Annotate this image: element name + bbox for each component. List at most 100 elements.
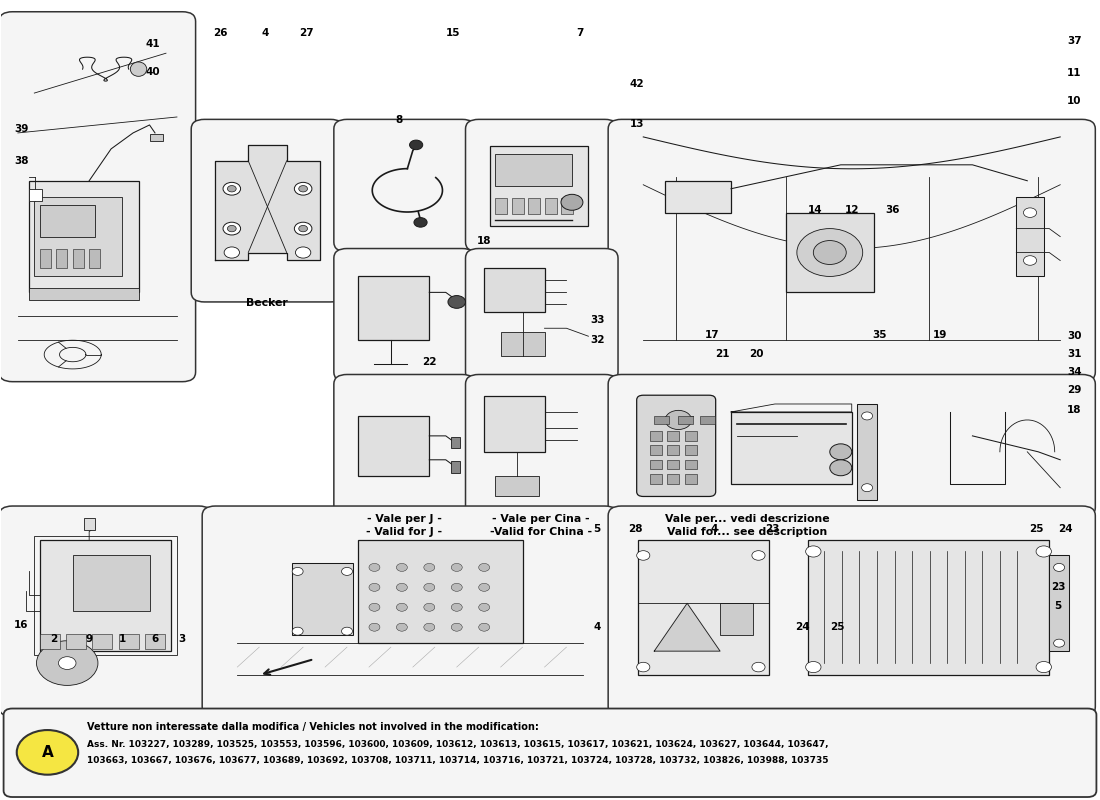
Circle shape xyxy=(223,222,241,235)
Text: 3: 3 xyxy=(179,634,186,644)
Text: A: A xyxy=(42,745,53,760)
Circle shape xyxy=(478,563,490,571)
Circle shape xyxy=(1054,563,1065,571)
Bar xyxy=(685,474,697,484)
Bar xyxy=(484,396,544,452)
Bar xyxy=(807,539,1049,675)
FancyBboxPatch shape xyxy=(608,374,1096,517)
Text: 25: 25 xyxy=(1028,524,1043,534)
Bar xyxy=(544,198,557,214)
Bar xyxy=(650,431,662,441)
Bar xyxy=(451,462,460,473)
Circle shape xyxy=(396,623,407,631)
Text: 24: 24 xyxy=(1058,524,1072,534)
Text: 18: 18 xyxy=(477,235,492,246)
Bar xyxy=(685,460,697,470)
Circle shape xyxy=(299,226,308,232)
Bar xyxy=(650,460,662,470)
Bar xyxy=(732,412,851,484)
Circle shape xyxy=(561,194,583,210)
Circle shape xyxy=(448,295,465,308)
Text: 9: 9 xyxy=(86,634,92,644)
Circle shape xyxy=(424,563,434,571)
Bar xyxy=(500,332,544,356)
Circle shape xyxy=(637,550,650,560)
Text: 103663, 103667, 103676, 103677, 103689, 103692, 103708, 103711, 103714, 103716, : 103663, 103667, 103676, 103677, 103689, … xyxy=(87,756,828,766)
Bar xyxy=(56,249,67,269)
Text: 38: 38 xyxy=(14,156,29,166)
Bar xyxy=(857,404,877,500)
Circle shape xyxy=(829,444,851,460)
Text: 20: 20 xyxy=(749,349,763,358)
Bar xyxy=(89,249,100,269)
Circle shape xyxy=(424,583,434,591)
Text: 2: 2 xyxy=(51,634,57,644)
Circle shape xyxy=(829,460,851,476)
Bar xyxy=(34,197,122,277)
Circle shape xyxy=(424,623,434,631)
Text: 19: 19 xyxy=(933,330,947,340)
Circle shape xyxy=(223,182,241,195)
Text: 40: 40 xyxy=(145,66,161,77)
Circle shape xyxy=(368,623,379,631)
Bar xyxy=(34,535,177,655)
Text: - Vale per J -
- Valid for J -: - Vale per J - - Valid for J - xyxy=(366,514,442,538)
FancyBboxPatch shape xyxy=(0,506,212,717)
Bar xyxy=(92,634,112,649)
Bar xyxy=(484,269,544,312)
Circle shape xyxy=(293,567,304,575)
Text: 26: 26 xyxy=(213,28,228,38)
Bar xyxy=(84,518,95,530)
Polygon shape xyxy=(216,145,320,261)
FancyBboxPatch shape xyxy=(333,374,475,517)
Text: Vetture non interessate dalla modifica / Vehicles not involved in the modificati: Vetture non interessate dalla modifica /… xyxy=(87,722,539,732)
Bar xyxy=(650,474,662,484)
Text: 30: 30 xyxy=(1067,331,1081,342)
FancyBboxPatch shape xyxy=(0,12,196,382)
Bar xyxy=(495,198,507,214)
Bar xyxy=(40,539,172,651)
Text: 36: 36 xyxy=(886,206,900,215)
Bar xyxy=(29,181,139,292)
Text: 4: 4 xyxy=(594,622,601,632)
FancyBboxPatch shape xyxy=(191,119,343,302)
Text: 8: 8 xyxy=(395,115,403,125)
Circle shape xyxy=(1036,546,1052,557)
Bar xyxy=(40,249,51,269)
Text: 12: 12 xyxy=(845,206,859,215)
Circle shape xyxy=(396,603,407,611)
Bar xyxy=(490,146,588,226)
Text: 23: 23 xyxy=(766,524,780,534)
Bar xyxy=(451,437,460,448)
Circle shape xyxy=(861,484,872,492)
Text: 11: 11 xyxy=(1067,68,1081,78)
Circle shape xyxy=(451,623,462,631)
Text: passionparts.info: passionparts.info xyxy=(351,470,749,649)
Circle shape xyxy=(368,583,379,591)
Circle shape xyxy=(478,603,490,611)
Circle shape xyxy=(293,627,304,635)
Circle shape xyxy=(295,182,312,195)
Text: - Vale per Cina -
-Valid for China -: - Vale per Cina - -Valid for China - xyxy=(491,514,592,538)
Bar xyxy=(685,431,697,441)
FancyBboxPatch shape xyxy=(333,249,475,382)
Text: 5: 5 xyxy=(1055,601,1061,610)
Text: 42: 42 xyxy=(629,79,644,90)
Bar xyxy=(66,634,86,649)
Text: 16: 16 xyxy=(14,620,29,630)
Bar xyxy=(73,555,150,611)
Circle shape xyxy=(478,623,490,631)
Text: 18: 18 xyxy=(1067,405,1081,414)
Polygon shape xyxy=(654,603,720,651)
Circle shape xyxy=(396,583,407,591)
Bar xyxy=(638,539,769,675)
Bar xyxy=(679,416,693,424)
FancyBboxPatch shape xyxy=(333,119,475,252)
Bar xyxy=(40,205,95,237)
Text: 1: 1 xyxy=(119,634,125,644)
Circle shape xyxy=(299,186,308,192)
Bar xyxy=(150,134,163,141)
Bar xyxy=(73,249,84,269)
Bar xyxy=(512,198,524,214)
FancyBboxPatch shape xyxy=(608,119,1096,382)
